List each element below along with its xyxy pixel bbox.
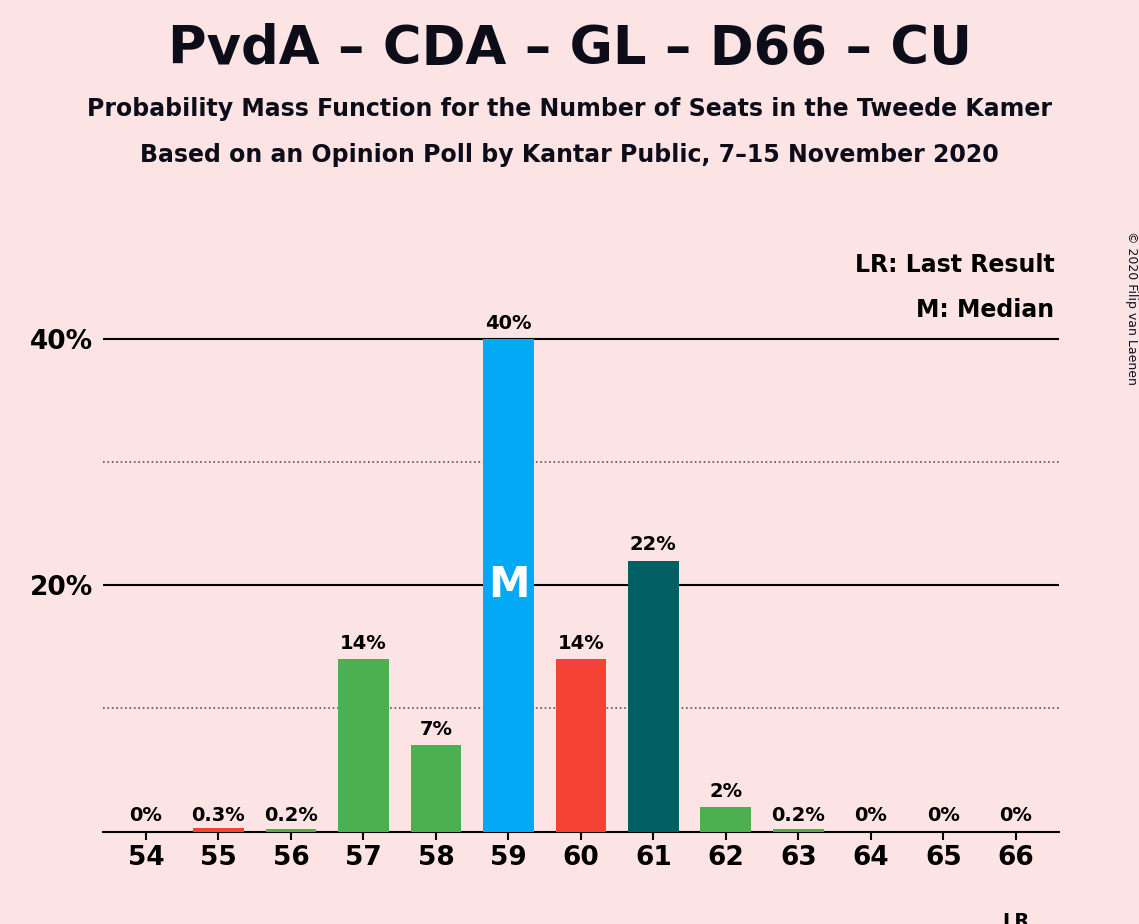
Bar — [628, 561, 679, 832]
Text: 0%: 0% — [854, 807, 887, 825]
Bar — [338, 659, 388, 832]
Text: 7%: 7% — [419, 720, 452, 739]
Text: 0%: 0% — [927, 807, 960, 825]
Bar — [700, 807, 752, 832]
Text: 0%: 0% — [130, 807, 163, 825]
Text: LR: LR — [1002, 912, 1030, 924]
Bar — [265, 829, 317, 832]
Text: 40%: 40% — [485, 313, 532, 333]
Text: 22%: 22% — [630, 535, 677, 554]
Text: M: Median: M: Median — [917, 298, 1055, 322]
Bar — [773, 829, 823, 832]
Text: 2%: 2% — [710, 782, 743, 801]
Text: M: M — [487, 565, 530, 606]
Bar — [483, 339, 534, 832]
Text: LR: Last Result: LR: Last Result — [854, 253, 1055, 277]
Text: Based on an Opinion Poll by Kantar Public, 7–15 November 2020: Based on an Opinion Poll by Kantar Publi… — [140, 143, 999, 167]
Text: 0.3%: 0.3% — [191, 807, 245, 825]
Text: 0.2%: 0.2% — [264, 807, 318, 825]
Bar — [194, 828, 244, 832]
Text: 0%: 0% — [999, 807, 1032, 825]
Text: 0.2%: 0.2% — [771, 807, 826, 825]
Text: © 2020 Filip van Laenen: © 2020 Filip van Laenen — [1124, 231, 1138, 385]
Text: Probability Mass Function for the Number of Seats in the Tweede Kamer: Probability Mass Function for the Number… — [87, 97, 1052, 121]
Bar — [410, 746, 461, 832]
Bar — [556, 659, 606, 832]
Text: PvdA – CDA – GL – D66 – CU: PvdA – CDA – GL – D66 – CU — [167, 23, 972, 75]
Text: 14%: 14% — [341, 634, 387, 653]
Text: 14%: 14% — [557, 634, 605, 653]
